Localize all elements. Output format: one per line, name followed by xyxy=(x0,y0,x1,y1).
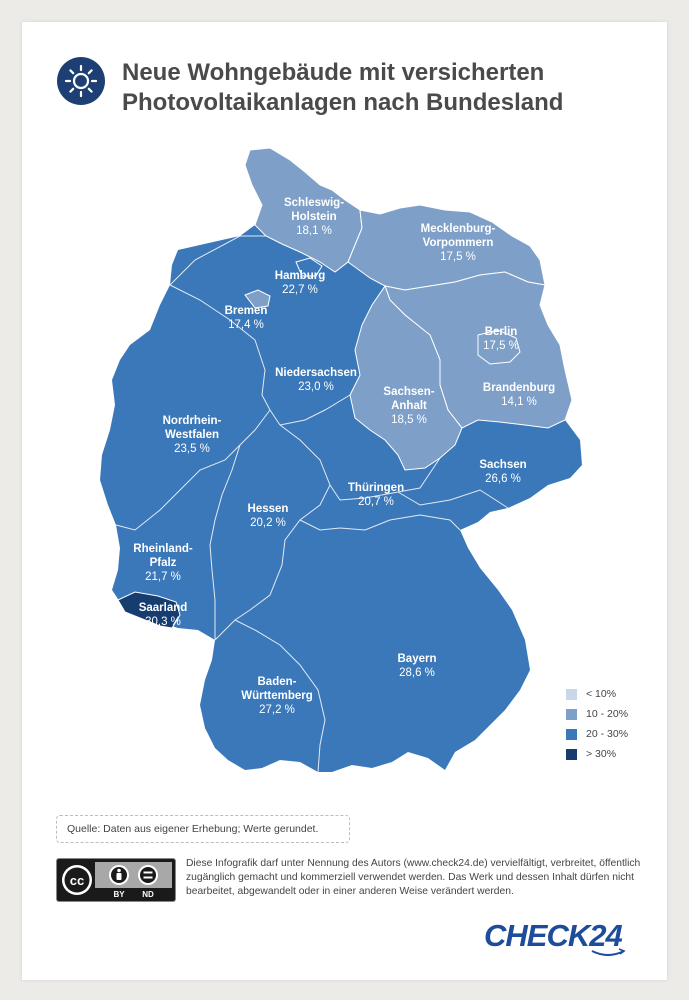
legend-swatch-lt10 xyxy=(566,688,577,700)
legend-label-20-30: 20 - 30% xyxy=(586,728,629,740)
state-name-sachsen: Sachsen xyxy=(479,459,527,471)
state-name-schleswig-holstein: Schleswig- xyxy=(283,197,345,209)
sun-icon xyxy=(57,57,105,105)
state-name-brandenburg: Brandenburg xyxy=(482,382,556,394)
state-value-hessen: 20,2 % xyxy=(250,517,286,529)
cc-badge-by-text: BY xyxy=(113,890,125,899)
map-region-sachsen-anhalt xyxy=(349,284,463,471)
state-name-rheinland-pfalz: Pfalz xyxy=(149,557,177,569)
state-value-thueringen: 20,7 % xyxy=(358,496,394,508)
state-value-schleswig-holstein: 18,1 % xyxy=(296,225,332,237)
state-value-bayern: 28,6 % xyxy=(399,667,435,679)
state-name-hessen: Hessen xyxy=(247,503,289,515)
state-value-berlin: 17,5 % xyxy=(483,340,519,352)
map-region-saarland xyxy=(117,591,181,629)
license-text: Diese Infografik darf unter Nennung des … xyxy=(186,858,641,897)
state-value-sachsen: 26,6 % xyxy=(485,473,521,485)
legend-label-10-20: 10 - 20% xyxy=(586,708,629,720)
state-value-nordrhein-westfalen: 23,5 % xyxy=(174,443,210,455)
state-name-baden-wuerttemberg: Baden- xyxy=(257,676,297,688)
state-label-schleswig-holstein: Schleswig- Holstein 18,1 % xyxy=(284,196,344,238)
legend-swatch-gt30 xyxy=(566,748,577,760)
state-value-sachsen-anhalt: 18,5 % xyxy=(391,414,427,426)
map-region-berlin xyxy=(477,329,521,365)
state-name-hamburg: Hamburg xyxy=(274,270,326,282)
logo-swoosh-icon xyxy=(591,948,626,956)
state-value-saarland: 30,3 % xyxy=(145,616,181,628)
state-value-brandenburg: 14,1 % xyxy=(501,396,537,408)
state-label-hamburg: Hamburg 22,7 % xyxy=(275,269,325,297)
state-label-niedersachsen: Niedersachsen 23,0 % xyxy=(275,366,357,394)
state-label-mecklenburg-vorpommern: Mecklenburg- Vorpommern 17,5 % xyxy=(421,222,496,264)
legend-item-gt30: > 30% xyxy=(566,744,628,764)
legend-label-lt10: < 10% xyxy=(586,688,617,700)
state-label-saarland: Saarland 30,3 % xyxy=(139,601,188,629)
state-name-nordrhein-westfalen: Nordrhein- xyxy=(162,415,222,427)
state-name-bayern: Bayern xyxy=(397,653,437,665)
state-name-baden-wuerttemberg: Württemberg xyxy=(241,690,313,702)
state-label-bayern: Bayern 28,6 % xyxy=(398,652,437,680)
state-name-schleswig-holstein: Holstein xyxy=(291,211,337,223)
legend: < 10% 10 - 20% 20 - 30% > 30% xyxy=(566,684,628,764)
state-name-mecklenburg-vorpommern: Mecklenburg- xyxy=(420,223,496,235)
state-label-hessen: Hessen 20,2 % xyxy=(248,502,289,530)
cc-badge-cc-text: cc xyxy=(70,873,84,888)
state-label-nordrhein-westfalen: Nordrhein- Westfalen 23,5 % xyxy=(163,414,222,456)
state-value-mecklenburg-vorpommern: 17,5 % xyxy=(440,251,476,263)
page-title: Neue Wohngebäude mit versicherten Photov… xyxy=(122,59,564,116)
state-value-hamburg: 22,7 % xyxy=(282,284,318,296)
state-name-saarland: Saarland xyxy=(138,602,188,614)
state-label-sachsen: Sachsen 26,6 % xyxy=(479,458,526,486)
state-name-niedersachsen: Niedersachsen xyxy=(275,367,357,379)
state-label-bremen: Bremen 17,4 % xyxy=(225,304,268,332)
state-name-thueringen: Thüringen xyxy=(347,482,405,494)
legend-item-lt10: < 10% xyxy=(566,684,628,704)
cc-badge-nd-text: ND xyxy=(142,890,154,899)
state-label-brandenburg: Brandenburg 14,1 % xyxy=(483,381,555,409)
state-name-bremen: Bremen xyxy=(224,305,268,317)
state-label-berlin: Berlin 17,5 % xyxy=(483,325,519,353)
check24-logo[interactable]: CHECK24 xyxy=(484,918,623,953)
legend-label-gt30: > 30% xyxy=(586,748,617,760)
map-region-bremen xyxy=(244,289,271,309)
state-value-baden-wuerttemberg: 27,2 % xyxy=(259,704,295,716)
source-note: Quelle: Daten aus eigener Erhebung; Wert… xyxy=(56,815,350,843)
map-region-hamburg xyxy=(295,257,323,277)
state-label-rheinland-pfalz: Rheinland- Pfalz 21,7 % xyxy=(133,542,192,584)
state-value-bremen: 17,4 % xyxy=(228,319,264,331)
state-name-berlin: Berlin xyxy=(484,326,518,338)
state-value-rheinland-pfalz: 21,7 % xyxy=(145,571,181,583)
state-label-sachsen-anhalt: Sachsen- Anhalt 18,5 % xyxy=(383,385,434,427)
state-name-mecklenburg-vorpommern: Vorpommern xyxy=(422,237,494,249)
state-label-baden-wuerttemberg: Baden- Württemberg 27,2 % xyxy=(241,675,313,717)
legend-item-20-30: 20 - 30% xyxy=(566,724,628,744)
legend-item-10-20: 10 - 20% xyxy=(566,704,628,724)
legend-swatch-20-30 xyxy=(566,728,577,740)
state-label-thueringen: Thüringen 20,7 % xyxy=(348,481,404,509)
state-name-rheinland-pfalz: Rheinland- xyxy=(133,543,193,555)
state-name-nordrhein-westfalen: Westfalen xyxy=(164,429,220,441)
state-name-sachsen-anhalt: Anhalt xyxy=(391,400,427,412)
state-name-sachsen-anhalt: Sachsen- xyxy=(383,386,435,398)
creative-commons-icon: cc BY ND xyxy=(56,858,176,902)
legend-swatch-10-20 xyxy=(566,708,577,720)
state-value-niedersachsen: 23,0 % xyxy=(298,381,334,393)
